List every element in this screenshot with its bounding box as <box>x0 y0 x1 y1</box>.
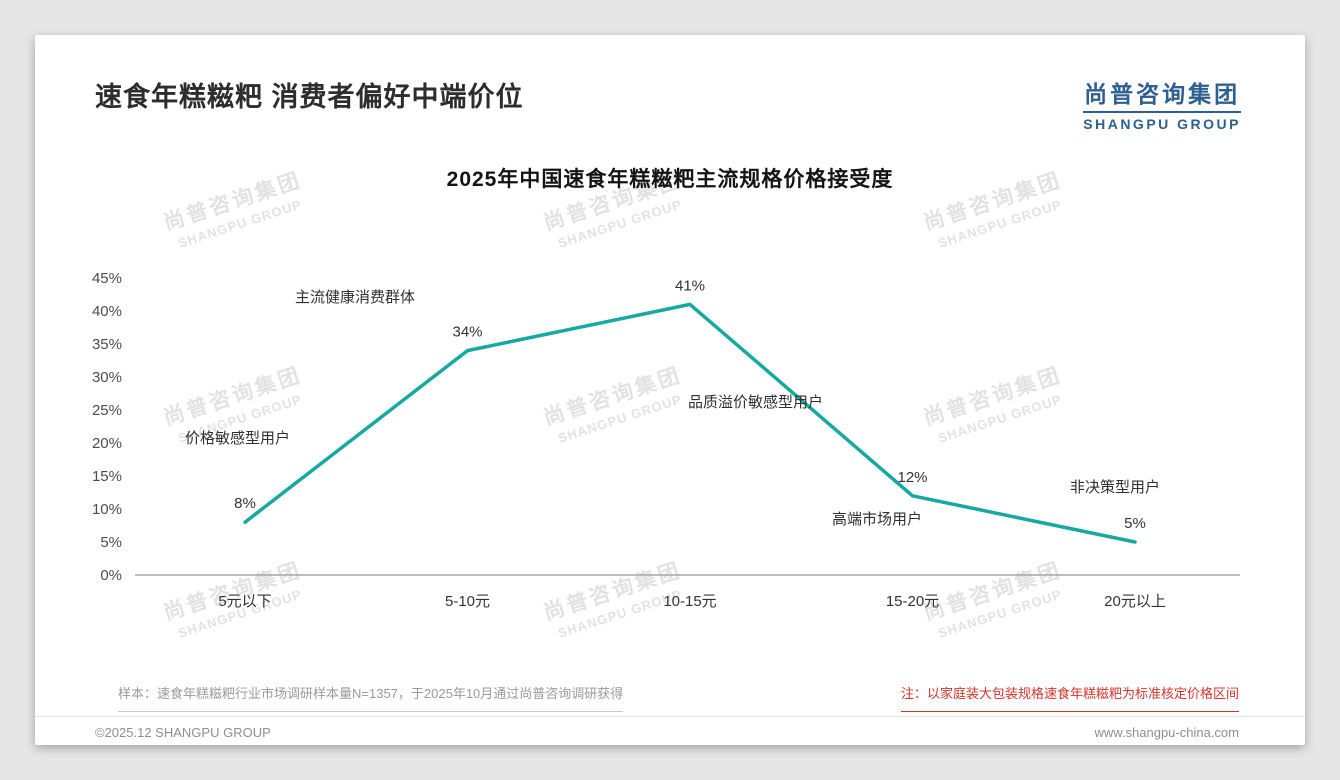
y-tick-label: 20% <box>92 435 122 452</box>
page-title: 速食年糕糍粑 消费者偏好中端价位 <box>95 82 524 112</box>
data-label: 34% <box>452 324 482 341</box>
y-tick-label: 30% <box>92 369 122 386</box>
data-label: 41% <box>675 277 705 294</box>
y-tick-label: 45% <box>92 270 122 287</box>
line-chart: 0% 5% 10% 15% 20% 25% 30% 35% 40% 45% 8% 34% 41% 12% 5… <box>35 235 1305 645</box>
segment-annotation: 品质溢价敏感型用户 <box>688 394 823 411</box>
footer-copyright: ©2025.12 SHANGPU GROUP <box>95 725 271 740</box>
y-tick-label: 40% <box>92 303 122 320</box>
company-logo: 尚普咨询集团 SHANGPU GROUP <box>1083 75 1241 132</box>
segment-annotation: 非决策型用户 <box>1070 479 1160 496</box>
logo-chinese-name: 尚普咨询集团 <box>1084 81 1241 107</box>
pricing-definition-note: 注：以家庭装大包装规格速食年糕糍粑为标准核定价格区间 <box>900 683 1239 712</box>
y-tick-label: 25% <box>92 402 122 419</box>
y-tick-label: 5% <box>100 534 122 551</box>
line-chart-svg: 0% 5% 10% 15% 20% 25% 30% 35% 40% 45% 8% 34% 41% 12% 5… <box>92 270 1240 610</box>
slide-card: 速食年糕糍粑 消费者偏好中端价位 尚普咨询集团 SHANGPU GROUP 尚普… <box>35 35 1305 745</box>
y-tick-label: 0% <box>100 567 122 584</box>
x-category-label: 20元以上 <box>1104 593 1166 610</box>
segment-annotation: 价格敏感型用户 <box>185 430 290 447</box>
y-tick-label: 15% <box>92 468 122 485</box>
x-category-label: 5元以下 <box>218 593 271 610</box>
x-category-label: 5-10元 <box>445 593 490 610</box>
sample-note: 样本：速食年糕糍粑行业市场调研样本量N=1357，于2025年10月通过尚普咨询… <box>118 683 624 712</box>
chart-title: 2025年中国速食年糕糍粑主流规格价格接受度 <box>446 168 894 191</box>
y-tick-label: 10% <box>92 501 122 518</box>
segment-annotation: 高端市场用户 <box>832 511 922 528</box>
data-label: 5% <box>1124 515 1146 532</box>
x-category-label: 10-15元 <box>663 593 716 610</box>
data-label: 8% <box>234 495 256 512</box>
data-label: 12% <box>897 469 927 486</box>
acceptance-line <box>243 302 1137 544</box>
footer-divider <box>35 716 1305 717</box>
segment-annotation: 主流健康消费群体 <box>295 289 415 306</box>
logo-english-name: SHANGPU GROUP <box>1083 111 1241 132</box>
y-tick-label: 35% <box>92 336 122 353</box>
x-category-label: 15-20元 <box>886 593 939 610</box>
footer-website: www.shangpu-china.com <box>1094 725 1239 740</box>
